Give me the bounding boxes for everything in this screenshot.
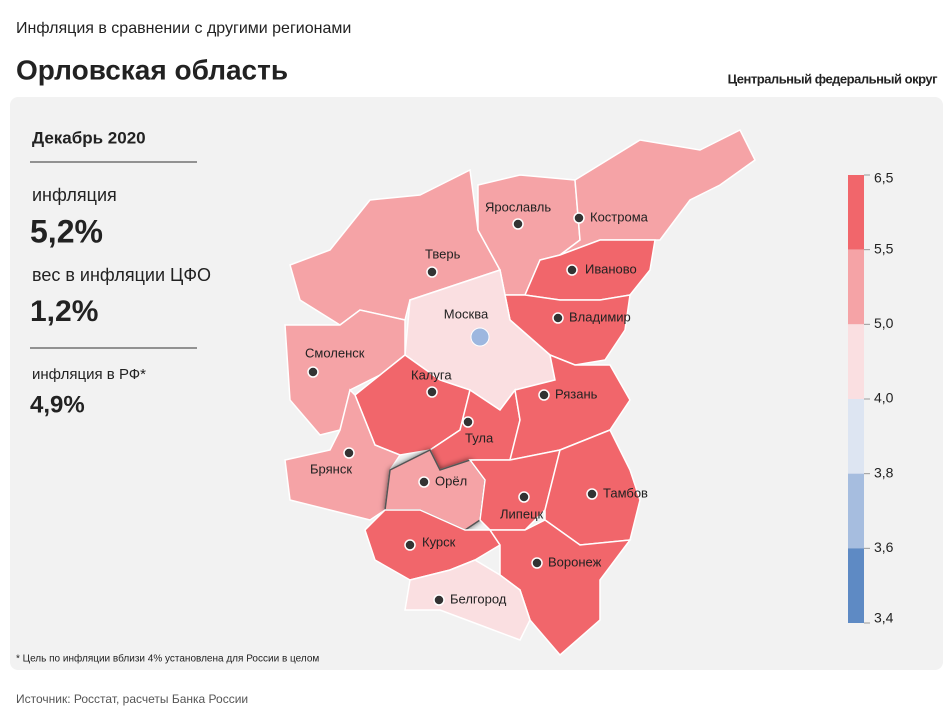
region-label: Тамбов	[603, 485, 648, 500]
region-label: Кострома	[590, 209, 649, 224]
city-dot	[573, 212, 585, 224]
legend-swatch	[848, 548, 864, 623]
region-label: Тула	[465, 430, 494, 445]
region-label: Воронеж	[548, 554, 602, 569]
city-dot	[538, 389, 550, 401]
city-dot	[566, 264, 578, 276]
region-label: Москва	[444, 306, 489, 321]
legend-tick-label: 3,6	[874, 539, 894, 555]
region-label: Белгород	[450, 591, 507, 606]
map: Тверь Ярославль Кострома Иваново Владимир Мос…	[284, 128, 756, 657]
city-dot	[404, 539, 416, 551]
city-dot	[552, 312, 564, 324]
city-dot	[462, 416, 474, 428]
legend-swatch	[848, 473, 864, 549]
item-value: 4,9%	[30, 391, 85, 418]
city-dot	[470, 327, 490, 347]
city-dot	[426, 386, 438, 398]
city-dot	[426, 266, 438, 278]
region-label: Иваново	[585, 261, 637, 276]
legend-tick-label: 4,0	[874, 390, 894, 406]
city-dot	[518, 491, 530, 503]
legend-tick-label: 5,5	[874, 240, 894, 256]
city-dot	[531, 557, 543, 569]
city-dot	[418, 476, 430, 488]
city-dot	[433, 594, 445, 606]
region-label: Смоленск	[305, 345, 365, 360]
region-label: Орёл	[435, 473, 467, 488]
region-label: Тверь	[425, 246, 461, 261]
region	[284, 388, 402, 521]
item-label: инфляция в РФ*	[32, 366, 146, 383]
title: Орловская область	[16, 54, 288, 85]
region	[354, 354, 471, 456]
city-dot	[512, 218, 524, 230]
legend-swatch	[848, 175, 864, 250]
footnote: * Цель по инфляции вблизи 4% установлена…	[16, 653, 319, 665]
legend-tick-label: 3,8	[874, 464, 894, 480]
region-label: Владимир	[569, 309, 631, 324]
city-dot	[307, 366, 319, 378]
item-value: 1,2%	[30, 295, 98, 328]
legend-tick-label: 6,5	[874, 170, 894, 186]
region-label: Брянск	[310, 461, 352, 476]
city-dot	[586, 488, 598, 500]
subtitle: Инфляция в сравнении с другими регионами	[16, 20, 351, 37]
region-label: Курск	[422, 534, 456, 549]
city-dot	[343, 447, 355, 459]
item-value: 5,2%	[30, 213, 103, 249]
region-label: Рязань	[555, 386, 598, 401]
legend-tick-label: 3,4	[874, 610, 894, 626]
item-label: инфляция	[32, 185, 117, 205]
region-label: Ярославль	[485, 199, 551, 214]
district: Центральный федеральный округ	[728, 71, 938, 86]
region	[559, 128, 756, 256]
period: Декабрь 2020	[32, 128, 146, 147]
source: Источник: Росстат, расчеты Банка России	[16, 692, 248, 706]
item-label: вес в инфляции ЦФО	[32, 265, 211, 285]
region-label: Липецк	[500, 506, 544, 521]
legend-swatch	[848, 324, 864, 399]
legend-swatch	[848, 249, 864, 325]
legend-swatch	[848, 399, 864, 474]
region-label: Калуга	[411, 367, 452, 382]
region	[404, 559, 531, 641]
legend-tick-label: 5,0	[874, 315, 894, 331]
legend: 6,5 5,5 5,0 4,0 3,8 3,6 3,4	[848, 170, 894, 626]
